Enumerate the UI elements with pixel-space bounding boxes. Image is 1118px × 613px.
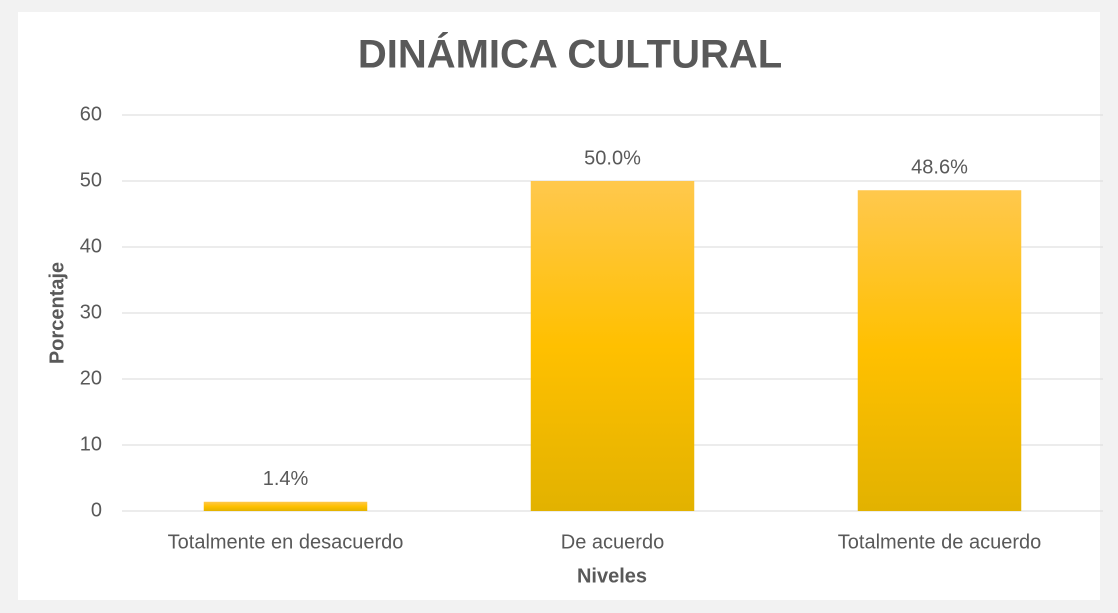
x-axis-label: Niveles [577,565,647,587]
y-tick-label: 40 [80,235,102,257]
y-tick-label: 50 [80,169,102,191]
x-tick-label: Totalmente en desacuerdo [168,531,404,553]
data-label: 48.6% [911,157,968,179]
y-tick-label: 10 [80,433,102,455]
x-tick-label: De acuerdo [561,531,664,553]
y-tick-label: 60 [80,103,102,125]
bar [530,181,695,511]
data-label: 1.4% [263,468,309,490]
y-tick-label: 20 [80,367,102,389]
chart-title: DINÁMICA CULTURAL [358,32,782,77]
bar [857,190,1022,512]
x-tick-label: Totalmente de acuerdo [838,531,1041,553]
bar [203,501,368,511]
data-label: 50.0% [584,147,641,169]
y-tick-label: 0 [91,499,102,521]
y-tick-label: 30 [80,301,102,323]
y-axis-label: Porcentaje [46,262,68,364]
